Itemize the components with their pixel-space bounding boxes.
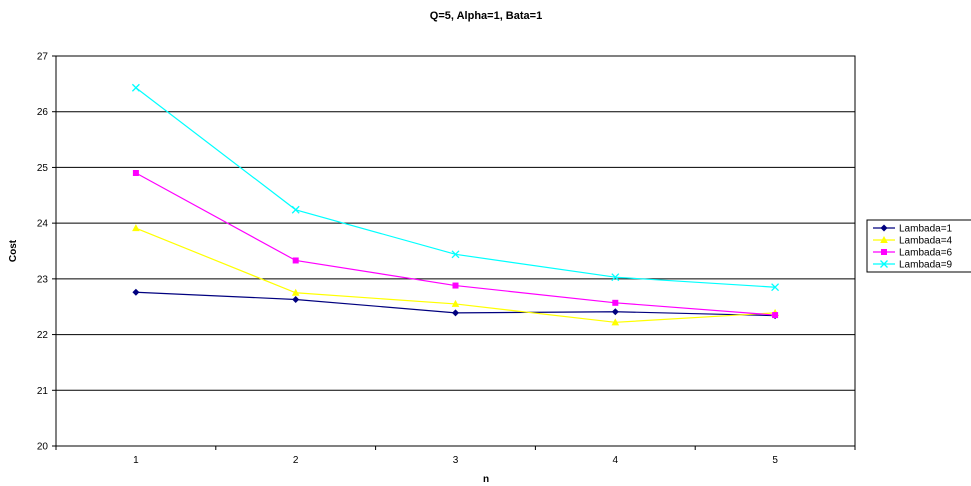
marker-x-stroke (291, 205, 300, 214)
series-lambada-4-point (291, 288, 300, 296)
series-group (131, 83, 780, 326)
legend-label: Lambada=9 (899, 260, 953, 271)
legend-marker (881, 249, 887, 255)
gridlines (56, 111, 855, 391)
x-axis-label: n (483, 474, 489, 485)
y-tick-label: 23 (37, 274, 49, 285)
series-lambada-1-point (132, 288, 140, 296)
legend-label: Lambada=1 (899, 224, 953, 235)
y-tick-label: 20 (37, 442, 49, 453)
series-lambada-1-point (452, 309, 459, 317)
legend-marker (880, 260, 888, 268)
series-lambada-9-point (771, 283, 780, 292)
legend-label: Lambada=4 (899, 236, 953, 247)
series-lambada-1-point (611, 308, 619, 316)
legend-label: Lambada=6 (899, 248, 953, 259)
series-lambada-9-point (451, 250, 460, 259)
legend-marker (880, 236, 888, 243)
series-lambada-6-point (132, 170, 139, 176)
marker-x-stroke (611, 273, 620, 282)
series-lambada-6-point (772, 312, 779, 319)
x-tick-label: 3 (453, 455, 459, 466)
legend-item-lambada-1: Lambada=1 (873, 224, 953, 235)
legend-item-lambada-9: Lambada=9 (873, 260, 953, 271)
series-lambada-6-point (612, 299, 619, 306)
series-lambada-6-point (292, 257, 299, 264)
x-tick-label: 4 (613, 455, 619, 466)
series-lambada-4-point (451, 299, 460, 307)
series-lambada-6 (132, 170, 779, 319)
x-tick-label: 2 (293, 455, 299, 466)
y-tick-label: 26 (37, 107, 49, 118)
series-lambada-1-point (292, 295, 300, 303)
x-axis: 1 2 3 4 5 (55, 446, 856, 466)
y-tick-label: 22 (37, 330, 49, 341)
y-tick-label: 21 (37, 386, 49, 397)
y-axis-label: Cost (8, 239, 19, 262)
legend-item-lambada-4: Lambada=4 (873, 236, 953, 247)
y-axis: 20 21 22 23 24 25 26 27 (37, 52, 56, 453)
y-tick-label: 27 (37, 52, 49, 63)
plot-area (55, 55, 856, 447)
series-lambada-9-point (131, 83, 140, 92)
series-lambada-4-point (611, 318, 620, 326)
chart-title: Q=5, Alpha=1, Bata=1 (430, 10, 542, 22)
series-lambada-9-point (291, 205, 300, 214)
x-tick-label: 5 (772, 455, 778, 466)
y-tick-label: 25 (37, 163, 49, 174)
series-lambada-4-point (132, 224, 140, 232)
marker-x-stroke (880, 260, 888, 268)
marker-x-stroke (451, 250, 460, 259)
series-lambada-9 (131, 83, 780, 292)
x-tick-label: 1 (133, 455, 139, 466)
series-lambada-9-point (611, 273, 620, 282)
series-lambada-6-point (452, 282, 459, 289)
marker-x-stroke (131, 83, 140, 92)
legend-marker (880, 224, 888, 232)
marker-x-stroke (771, 283, 780, 292)
legend-item-lambada-6: Lambada=6 (873, 248, 953, 259)
y-tick-label: 24 (37, 219, 49, 230)
